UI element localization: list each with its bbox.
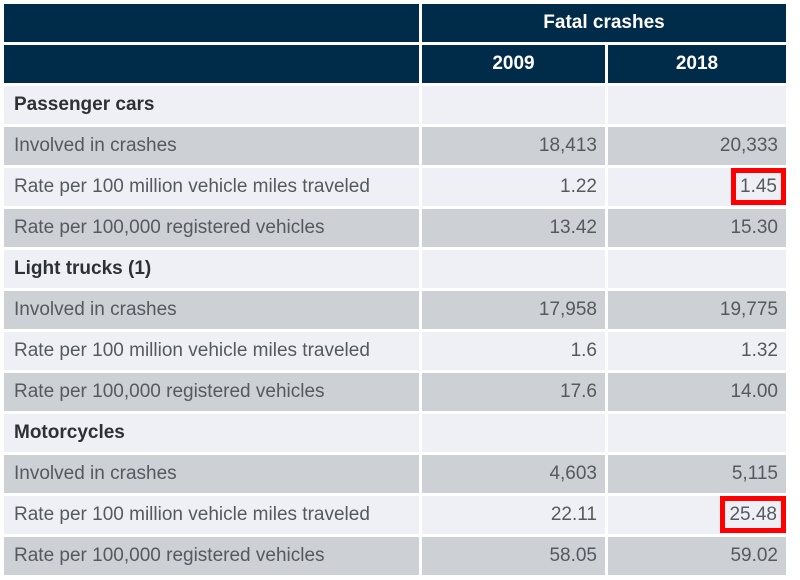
cell-value: 1.32 [741,340,778,361]
cell-value: 14.00 [730,381,778,402]
cell-value: 22.11 [550,504,597,525]
value-cell-2009: 17.6 [422,373,605,411]
value-cell-2018: 1.32 [608,332,786,370]
cell-value: 15.30 [730,217,778,238]
row-label: Rate per 100,000 registered vehicles [4,373,419,411]
table-row: Rate per 100 million vehicle miles trave… [4,496,786,534]
cell-value: 20,333 [719,135,778,156]
value-cell-2009: 1.6 [422,332,605,370]
row-label: Rate per 100,000 registered vehicles [4,537,419,575]
value-cell-2009: 58.05 [422,537,605,575]
value-cell-2018: 59.02 [608,537,786,575]
header-blank-cell [4,45,419,83]
value-cell-2018: 20,333 [608,127,786,165]
value-cell-2009: 4,603 [422,455,605,493]
table-row: Involved in crashes 4,603 5,115 [4,455,786,493]
section-label: Motorcycles [4,414,419,452]
value-cell-2018: 1.45 [608,168,786,206]
cell-value: 1.22 [560,176,597,197]
value-cell-2018: 25.48 [608,496,786,534]
table-row: Rate per 100 million vehicle miles trave… [4,332,786,370]
section-label: Passenger cars [4,86,419,124]
value-cell-2009 [422,250,605,288]
header-year-2018: 2018 [608,45,786,83]
header-blank-cell [4,4,419,42]
cell-value: 18,413 [538,135,597,156]
value-cell-2018: 14.00 [608,373,786,411]
row-label: Rate per 100,000 registered vehicles [4,209,419,247]
cell-value: 17.6 [560,381,597,402]
header-year-2009: 2009 [422,45,605,83]
table-row: Rate per 100,000 registered vehicles 58.0… [4,537,786,575]
section-row: Motorcycles [4,414,786,452]
table-row: Rate per 100,000 registered vehicles 13.4… [4,209,786,247]
row-label: Rate per 100 million vehicle miles trave… [4,168,419,206]
table-row: Involved in crashes 17,958 19,775 [4,291,786,329]
cell-value: 19,775 [719,299,778,320]
cell-value: 13.42 [549,217,597,238]
header-row-years: 2009 2018 [4,45,786,83]
value-cell-2009: 13.42 [422,209,605,247]
row-label: Involved in crashes [4,455,419,493]
cell-value: 1.6 [570,340,597,361]
value-cell-2009 [422,414,605,452]
cell-value: 5,115 [731,463,778,484]
section-label: Light trucks (1) [4,250,419,288]
highlighted-cell-value: 25.48 [720,496,786,533]
value-cell-2018: 5,115 [608,455,786,493]
value-cell-2009: 1.22 [422,168,605,206]
section-row: Passenger cars [4,86,786,124]
value-cell-2009: 18,413 [422,127,605,165]
table-body: Passenger cars Involved in crashes 18,413 2… [4,86,786,575]
cell-value: 17,958 [538,299,597,320]
table-row: Rate per 100 million vehicle miles trave… [4,168,786,206]
table-row: Rate per 100,000 registered vehicles 17.6… [4,373,786,411]
value-cell-2009: 22.11 [422,496,605,534]
row-label: Involved in crashes [4,127,419,165]
table-row: Involved in crashes 18,413 20,333 [4,127,786,165]
value-cell-2018 [608,414,786,452]
value-cell-2018: 15.30 [608,209,786,247]
cell-value: 58.05 [549,545,597,566]
row-label: Involved in crashes [4,291,419,329]
value-cell-2018: 19,775 [608,291,786,329]
value-cell-2018 [608,86,786,124]
header-row-group: Fatal crashes [4,4,786,42]
cell-value: 4,603 [549,463,597,484]
fatal-crashes-table: Fatal crashes 2009 2018 Passenger cars In… [1,1,789,578]
value-cell-2009 [422,86,605,124]
cell-value: 59.02 [730,545,778,566]
highlighted-cell-value: 1.45 [731,168,786,205]
section-row: Light trucks (1) [4,250,786,288]
value-cell-2009: 17,958 [422,291,605,329]
header-fatal-crashes: Fatal crashes [422,4,786,42]
value-cell-2018 [608,250,786,288]
row-label: Rate per 100 million vehicle miles trave… [4,496,419,534]
row-label: Rate per 100 million vehicle miles trave… [4,332,419,370]
